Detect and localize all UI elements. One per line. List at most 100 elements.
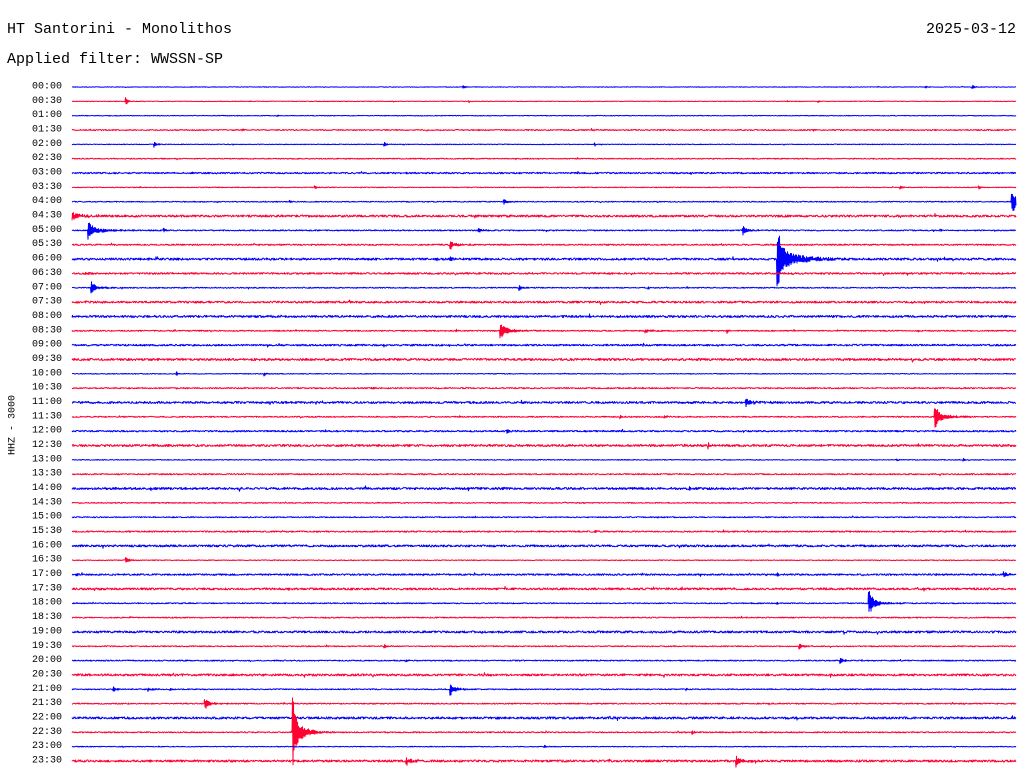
- trace-19-00: [71, 630, 1017, 635]
- filter-label: Applied filter: WWSSN-SP: [7, 51, 224, 68]
- row-label-00-00: 00:00: [32, 82, 62, 93]
- trace-05-30: [71, 241, 1017, 250]
- trace-22-30: [71, 697, 1017, 766]
- row-label-20-30: 20:30: [32, 669, 62, 680]
- trace-14-30: [71, 501, 1017, 505]
- trace-18-00: [71, 591, 1017, 612]
- row-label-18-00: 18:00: [32, 598, 62, 609]
- trace-21-30: [71, 699, 1017, 709]
- trace-13-00: [71, 457, 1017, 462]
- row-label-17-30: 17:30: [32, 583, 62, 594]
- row-label-10-00: 10:00: [32, 368, 62, 379]
- trace-07-00: [71, 281, 1017, 294]
- row-label-08-30: 08:30: [32, 325, 62, 336]
- row-label-01-30: 01:30: [32, 125, 62, 136]
- row-label-19-30: 19:30: [32, 641, 62, 652]
- row-label-11-00: 11:00: [32, 397, 62, 408]
- trace-09-00: [71, 342, 1017, 348]
- row-label-14-30: 14:30: [32, 497, 62, 508]
- trace-08-30: [71, 324, 1017, 339]
- row-label-12-00: 12:00: [32, 426, 62, 437]
- trace-19-30: [71, 643, 1017, 650]
- trace-09-30: [71, 357, 1017, 363]
- trace-08-00: [71, 313, 1017, 319]
- row-label-05-30: 05:30: [32, 239, 62, 250]
- row-label-07-30: 07:30: [32, 297, 62, 308]
- row-label-15-00: 15:00: [32, 512, 62, 523]
- row-label-02-00: 02:00: [32, 139, 62, 150]
- row-label-09-00: 09:00: [32, 340, 62, 351]
- row-label-01-00: 01:00: [32, 110, 62, 121]
- trace-12-30: [71, 442, 1017, 450]
- row-label-08-00: 08:00: [32, 311, 62, 322]
- row-label-15-30: 15:30: [32, 526, 62, 537]
- trace-18-30: [71, 615, 1017, 619]
- row-label-23-00: 23:00: [32, 741, 62, 752]
- trace-20-00: [71, 657, 1017, 665]
- trace-23-30: [71, 755, 1017, 768]
- trace-02-30: [71, 157, 1017, 161]
- row-label-06-00: 06:00: [32, 254, 62, 265]
- row-label-16-30: 16:30: [32, 555, 62, 566]
- trace-14-00: [71, 485, 1017, 492]
- trace-13-30: [71, 472, 1017, 477]
- trace-10-00: [71, 371, 1017, 377]
- trace-11-00: [71, 398, 1017, 408]
- row-label-18-30: 18:30: [32, 612, 62, 623]
- row-label-04-30: 04:30: [32, 211, 62, 222]
- row-label-04-00: 04:00: [32, 196, 62, 207]
- row-label-02-30: 02:30: [32, 153, 62, 164]
- row-labels: 00:00 00:30 01:00 01:30 02:00 02:30 03:00 03:30…: [32, 82, 62, 767]
- trace-06-00: [71, 235, 1017, 287]
- trace-04-00: [71, 193, 1017, 212]
- row-label-00-30: 00:30: [32, 96, 62, 107]
- row-label-07-00: 07:00: [32, 282, 62, 293]
- row-label-13-30: 13:30: [32, 469, 62, 480]
- trace-00-30: [72, 97, 1017, 105]
- row-label-21-30: 21:30: [32, 698, 62, 709]
- trace-01-00: [71, 114, 1017, 117]
- row-label-23-30: 23:30: [32, 755, 62, 766]
- row-label-10-30: 10:30: [32, 383, 62, 394]
- y-axis-label: HHZ - 3000: [8, 395, 19, 455]
- row-label-17-00: 17:00: [32, 569, 62, 580]
- trace-00-00: [71, 85, 1017, 89]
- row-label-06-30: 06:30: [32, 268, 62, 279]
- trace-04-30: [71, 212, 1017, 221]
- station-title: HT Santorini - Monolithos: [7, 21, 233, 38]
- trace-15-00: [71, 515, 1017, 519]
- row-label-21-00: 21:00: [32, 684, 62, 695]
- row-label-13-00: 13:00: [32, 454, 62, 465]
- trace-10-30: [71, 386, 1017, 390]
- trace-23-00: [71, 744, 1017, 749]
- row-label-22-30: 22:30: [32, 727, 62, 738]
- row-label-19-00: 19:00: [32, 626, 62, 637]
- row-label-03-00: 03:00: [32, 168, 62, 179]
- trace-02-00: [71, 141, 1017, 148]
- trace-15-30: [71, 529, 1017, 534]
- trace-17-00: [71, 571, 1017, 578]
- trace-07-30: [71, 299, 1017, 305]
- trace-20-30: [71, 672, 1017, 678]
- plot-date: 2025-03-12: [925, 21, 1016, 38]
- row-label-03-30: 03:30: [32, 182, 62, 193]
- trace-01-30: [71, 128, 1017, 132]
- row-label-14-00: 14:00: [32, 483, 62, 494]
- trace-17-30: [71, 585, 1017, 592]
- row-label-16-00: 16:00: [32, 540, 62, 551]
- trace-12-00: [71, 428, 1017, 434]
- row-label-12-30: 12:30: [32, 440, 62, 451]
- row-label-09-30: 09:30: [32, 354, 62, 365]
- trace-22-00: [71, 715, 1017, 721]
- trace-03-30: [71, 185, 1017, 190]
- trace-16-30: [71, 557, 1017, 563]
- trace-16-00: [71, 543, 1016, 549]
- row-label-20-00: 20:00: [32, 655, 62, 666]
- row-label-11-30: 11:30: [32, 411, 62, 422]
- trace-21-00: [71, 684, 1017, 696]
- trace-11-30: [71, 408, 1017, 428]
- row-label-05-00: 05:00: [32, 225, 62, 236]
- trace-05-00: [71, 222, 1017, 240]
